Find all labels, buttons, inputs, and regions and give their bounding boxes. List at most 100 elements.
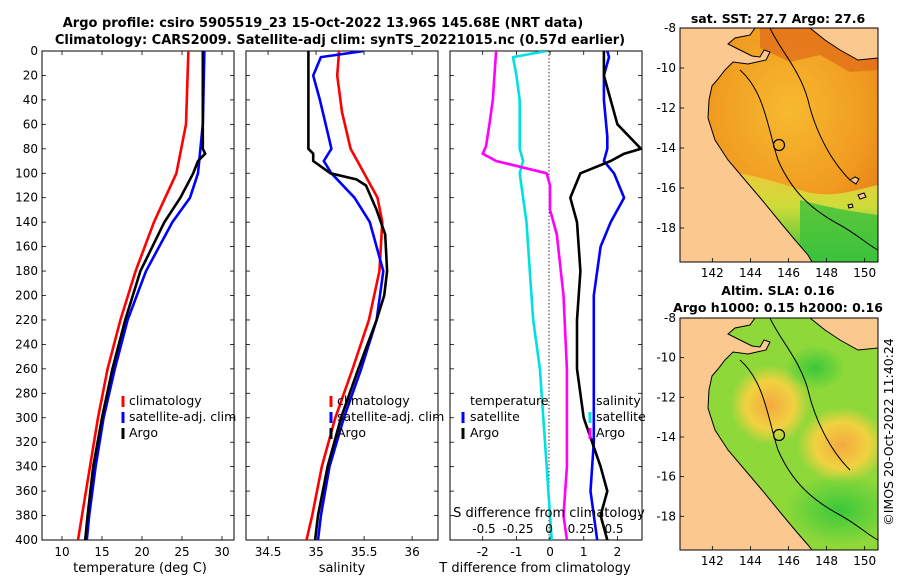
map-y-tick-label: -14 [656, 141, 676, 155]
sla-bathymetry-contour-2 [769, 318, 851, 471]
x-tick-label: 35.5 [351, 545, 378, 559]
depth-tick-label: 200 [15, 289, 38, 303]
land-mass-png [809, 28, 878, 61]
legend-argo: Argo [337, 425, 366, 440]
map-y-tick-label: -18 [656, 221, 676, 235]
salinity-difference-tick-labels: -0.5 -0.25 0 0.25 0.5 [472, 522, 623, 536]
series-line-satellite-adj-clim [85, 51, 206, 540]
salinity-ticks: 34.5 35 35.5 36 [255, 51, 420, 559]
sst-green-region [800, 200, 878, 262]
x-tick-label: 0 [546, 545, 554, 559]
x-tick-label: 1 [580, 545, 588, 559]
x-tick-label: 35 [308, 545, 323, 559]
map-y-tick-label: -12 [656, 390, 676, 404]
salinity-lines [305, 51, 389, 540]
legend-salinity-argo: Argo [596, 425, 625, 440]
map-y-tick-label: -8 [664, 21, 676, 35]
depth-tick-label: 340 [15, 460, 38, 474]
sst-map-frame [679, 27, 879, 263]
sla-bathymetry-contour [739, 359, 878, 541]
depth-tick-label: 80 [23, 142, 38, 156]
map-y-tick-label: -10 [656, 351, 676, 365]
imos-watermark: ©IMOS 20-Oct-2022 11:40:24 [881, 338, 896, 526]
depth-tick-label: 360 [15, 484, 38, 498]
series-line-s-satellite [589, 51, 626, 540]
depth-tick-label: 220 [15, 313, 38, 327]
figure-title-line1: Argo profile: csiro 5905519_23 15-Oct-20… [63, 16, 584, 31]
land-mass-australia [680, 318, 813, 550]
map-x-tick-label: 148 [815, 554, 838, 568]
legend-temperature-argo: Argo [470, 425, 499, 440]
legend-satellite: satellite-adj. clim [337, 409, 444, 424]
difference-ticks: -2 -1 0 1 2 [477, 51, 622, 559]
x-tick-label: 15 [94, 545, 109, 559]
sst-map-ticks: 142 144 146 148 150 -8 -10 -12 -14 -16 -18 [656, 21, 876, 280]
series-line-climatology [76, 51, 190, 540]
depth-tick-label: 320 [15, 435, 38, 449]
depth-tick-label: 300 [15, 411, 38, 425]
temperature-ticks: 10 15 20 25 30 [54, 51, 230, 559]
salinity-xlabel: salinity [319, 561, 366, 576]
s-diff-tick-label: -0.25 [502, 522, 533, 536]
x-tick-label: -2 [477, 545, 489, 559]
map-x-tick-label: 148 [815, 266, 838, 280]
land-mass-australia [680, 28, 813, 262]
sla-map-frame [679, 317, 879, 551]
x-tick-label: 10 [54, 545, 69, 559]
sla-high-anomaly-west [730, 365, 810, 445]
legend-temperature-satellite: satellite [470, 409, 520, 424]
depth-tick-label: 260 [15, 362, 38, 376]
difference-legend-temperature: temperature satellite Argo [461, 393, 549, 440]
depth-tick-label: 60 [23, 117, 38, 131]
sst-map [680, 28, 878, 262]
depth-tick-label: 380 [15, 509, 38, 523]
map-y-tick-label: -8 [664, 311, 676, 325]
legend-climatology: climatology [129, 393, 202, 408]
difference-lines [481, 51, 642, 540]
series-line-argo [83, 51, 207, 540]
map-x-tick-label: 144 [739, 266, 762, 280]
difference-legend-salinity: salinity satellite Argo [588, 393, 646, 440]
map-y-tick-label: -16 [656, 470, 676, 484]
series-line-argo [307, 51, 389, 540]
depth-tick-label: 160 [15, 240, 38, 254]
map-x-tick-label: 142 [701, 554, 724, 568]
depth-tick-label: 40 [23, 93, 38, 107]
sla-argo-location-marker [772, 428, 786, 442]
depth-tick-label: 100 [15, 166, 38, 180]
legend-salinity-title: salinity [596, 393, 641, 408]
map-x-tick-label: 146 [777, 266, 800, 280]
sst-argo-location-marker [772, 138, 786, 152]
series-line-s-argo [568, 51, 642, 540]
map-x-tick-label: 146 [777, 554, 800, 568]
legend-satellite: satellite-adj. clim [129, 409, 236, 424]
series-line-t-satellite [511, 51, 553, 540]
land-mass-png [809, 318, 878, 351]
sla-high-anomaly-east [797, 407, 878, 483]
islands [847, 176, 867, 209]
sla-map-title-2: Argo h1000: 0.15 h2000: 0.16 [673, 300, 883, 315]
x-tick-label: 34.5 [255, 545, 282, 559]
series-line-satellite-adj-clim [311, 51, 385, 540]
salinity-axes [245, 50, 439, 541]
sst-bathymetry-contour [739, 69, 878, 251]
depth-tick-label: 0 [30, 44, 38, 58]
x-tick-label: 30 [214, 545, 229, 559]
s-diff-tick-label: 0 [545, 522, 553, 536]
series-line-climatology [305, 51, 384, 540]
sst-map-title: sat. SST: 27.7 Argo: 27.6 [691, 11, 866, 26]
s-diff-tick-label: -0.5 [472, 522, 495, 536]
depth-tick-label: 20 [23, 68, 38, 82]
map-x-tick-label: 150 [853, 554, 876, 568]
difference-xlabel: T difference from climatology [438, 561, 631, 576]
depth-tick-label: 400 [15, 533, 38, 547]
legend-argo: Argo [129, 425, 158, 440]
s-diff-tick-label: 0.5 [604, 522, 623, 536]
depth-tick-label: 120 [15, 191, 38, 205]
x-tick-label: 2 [614, 545, 622, 559]
figure-title-line2: Climatology: CARS2009. Satellite-adj cli… [55, 33, 625, 48]
map-y-tick-label: -10 [656, 61, 676, 75]
sla-low-anomaly-north [785, 346, 845, 390]
sla-map-ticks: 142 144 146 148 150 -8 -10 -12 -14 -16 -18 [656, 311, 876, 568]
